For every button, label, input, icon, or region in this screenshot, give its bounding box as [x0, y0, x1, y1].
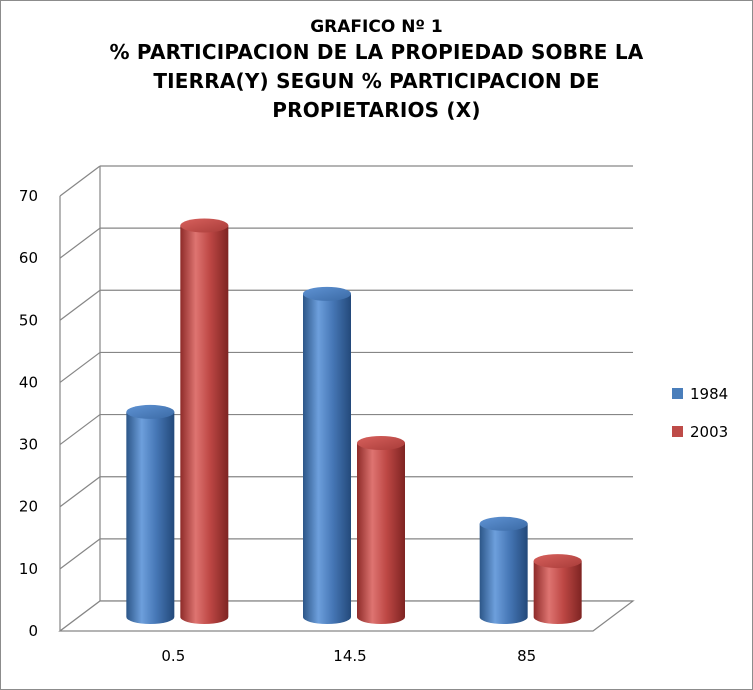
gridline-side — [59, 476, 101, 508]
legend-label: 1984 — [690, 385, 728, 403]
bar-body — [126, 411, 175, 624]
x-tick-label: 0.5 — [161, 647, 185, 665]
y-tick-label: 40 — [19, 373, 38, 391]
y-tick-label: 60 — [19, 249, 38, 267]
bar-top — [126, 404, 175, 419]
bar-top — [303, 286, 351, 301]
gridline-side — [59, 414, 101, 446]
y-tick-label: 50 — [19, 311, 38, 329]
gridline-side — [59, 165, 101, 197]
chart-title-line-3: TIERRA(Y) SEGUN % PARTICIPACION DE — [153, 69, 600, 93]
bar-top — [479, 516, 528, 531]
gridline-side — [59, 538, 101, 570]
legend-swatch — [672, 388, 683, 399]
bar — [533, 554, 582, 624]
legend: 1984 2003 — [672, 385, 728, 441]
bar — [303, 286, 351, 624]
bar-body — [533, 561, 582, 624]
bar-body — [479, 523, 528, 625]
y-tick-label: 70 — [19, 187, 38, 205]
legend-label: 2003 — [690, 423, 728, 441]
y-tick-label: 0 — [28, 622, 38, 640]
bar-body — [357, 443, 405, 624]
bar-top — [533, 554, 582, 569]
gridline-side — [59, 227, 101, 259]
bar-body — [180, 225, 229, 624]
y-tick-label: 10 — [19, 560, 38, 578]
bar — [357, 436, 405, 624]
y-tick-label: 30 — [19, 436, 38, 454]
legend-swatch — [672, 426, 683, 437]
bar — [479, 516, 528, 625]
y-tick-label: 20 — [19, 498, 38, 516]
bar-top — [357, 436, 405, 450]
x-tick-label: 14.5 — [333, 647, 366, 665]
bar-body — [303, 293, 351, 624]
bar — [180, 218, 229, 624]
chart-title-line-4: PROPIETARIOS (X) — [272, 98, 481, 122]
x-tick-label: 85 — [517, 647, 536, 665]
gridline-side — [59, 351, 101, 383]
gridline-side — [59, 289, 101, 321]
bar-top — [180, 218, 229, 233]
chart-title: GRAFICO Nº 1 % PARTICIPACION DE LA PROPI… — [0, 16, 753, 125]
chart-title-line-2: % PARTICIPACION DE LA PROPIEDAD SOBRE LA — [109, 40, 644, 64]
chart-title-line-1: GRAFICO Nº 1 — [310, 17, 443, 37]
bar — [126, 404, 175, 624]
